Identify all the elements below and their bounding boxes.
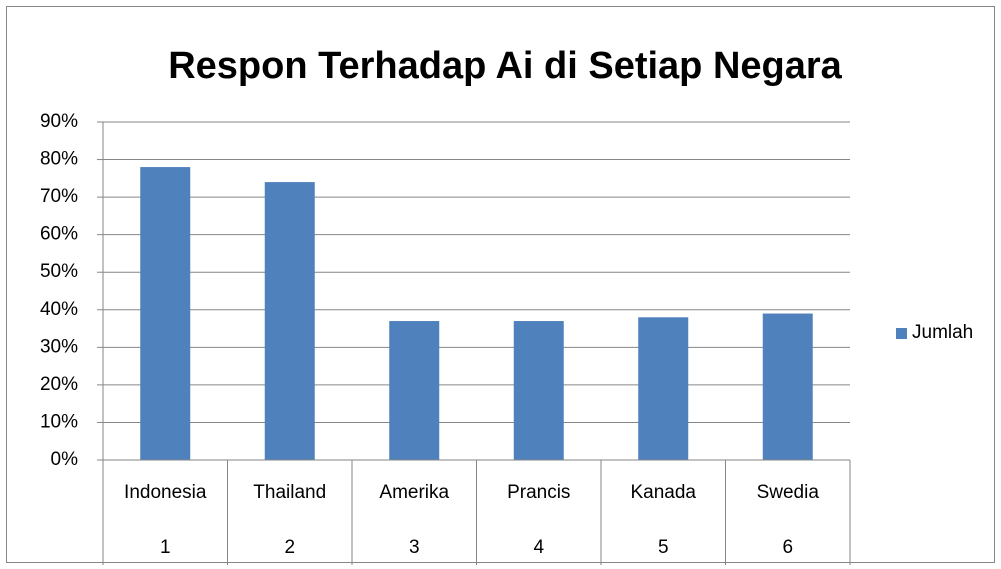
x-tick-label: Prancis [507, 482, 570, 503]
bar [638, 317, 689, 460]
x-tick-label-level2: 1 [160, 537, 171, 558]
y-tick-label: 30% [40, 336, 78, 357]
y-tick-label: 10% [40, 411, 78, 432]
y-tick-label: 20% [40, 374, 78, 395]
y-tick-label: 40% [40, 299, 78, 320]
x-tick-label: Kanada [630, 482, 696, 503]
x-tick-label-level2: 5 [658, 537, 669, 558]
y-tick-label: 60% [40, 224, 78, 245]
bar [264, 182, 315, 461]
x-tick-label-level2: 2 [284, 537, 295, 558]
bar [762, 313, 813, 460]
y-tick-label: 90% [40, 111, 78, 132]
bar [140, 167, 191, 461]
x-tick-label-level2: 6 [782, 537, 793, 558]
bar [389, 321, 440, 460]
bar [513, 321, 564, 460]
x-tick-label-level2: 3 [409, 537, 420, 558]
y-tick-label: 70% [40, 186, 78, 207]
x-tick-label: Amerika [379, 482, 449, 503]
chart-title: Respon Terhadap Ai di Setiap Negara [168, 45, 842, 87]
legend-label: Jumlah [912, 322, 973, 343]
x-tick-label-level2: 4 [533, 537, 544, 558]
legend-swatch [896, 328, 907, 339]
x-tick-label: Thailand [253, 482, 326, 503]
y-tick-label: 80% [40, 149, 78, 170]
y-tick-label: 50% [40, 261, 78, 282]
y-tick-label: 0% [51, 449, 79, 470]
x-tick-label: Swedia [757, 482, 820, 503]
x-tick-label: Indonesia [124, 482, 207, 503]
